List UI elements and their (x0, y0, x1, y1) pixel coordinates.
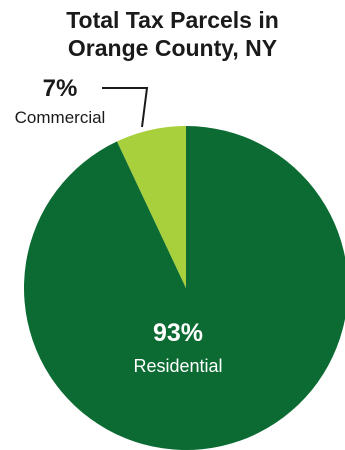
commercial-category-label: Commercial (15, 108, 106, 127)
chart-title: Total Tax Parcels in Orange County, NY (0, 6, 345, 62)
residential-percent-label: 93% (153, 319, 203, 347)
commercial-leader-line (102, 87, 149, 128)
pie-slice-commercial (117, 126, 186, 288)
commercial-percent-label: 7% (43, 75, 78, 102)
residential-category-label: Residential (133, 356, 222, 376)
chart-title-line-1: Total Tax Parcels in (66, 7, 279, 33)
pie-slices (24, 126, 345, 450)
pie-slice-residential (24, 126, 345, 450)
chart-title-line-2: Orange County, NY (67, 35, 278, 61)
